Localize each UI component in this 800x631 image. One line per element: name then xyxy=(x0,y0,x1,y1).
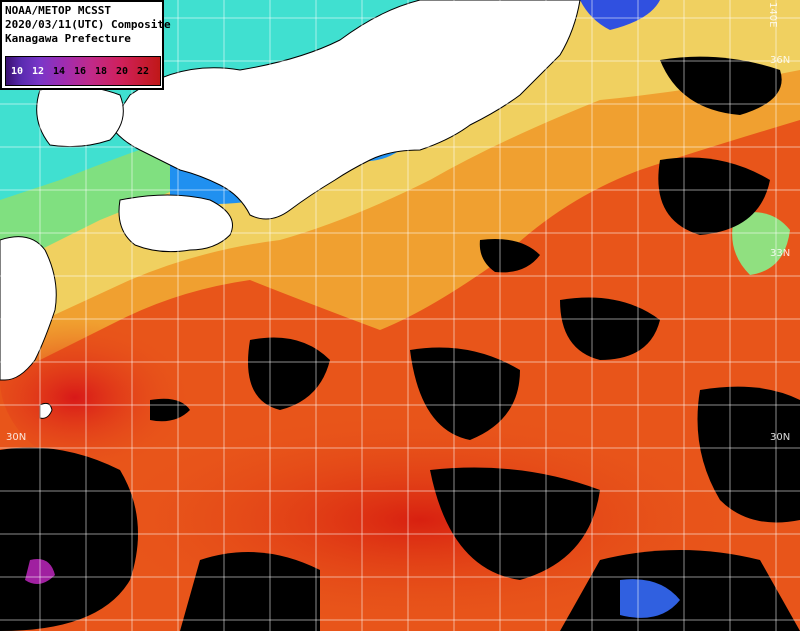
legend-tick-18: 18 xyxy=(95,66,108,77)
legend-tick-14: 14 xyxy=(53,66,66,77)
lon-label-140e: 140E xyxy=(767,2,778,28)
land-honshu xyxy=(109,0,581,220)
cold-water-zone-3 xyxy=(580,0,660,30)
cold-patch-south xyxy=(620,579,680,618)
temperature-color-scale: 10 12 14 16 18 20 22 xyxy=(5,56,161,86)
cloud-mask xyxy=(0,56,800,631)
lat-label-36n: 36N xyxy=(770,55,791,66)
legend-tick-16: 16 xyxy=(74,66,87,77)
lat-label-30n-east: 30N xyxy=(770,432,791,443)
map-info-panel: NOAA/METOP MCSST 2020/03/11(UTC) Composi… xyxy=(0,0,171,90)
region-label: Kanagawa Prefecture xyxy=(5,32,131,45)
lat-label-30n-west: 30N xyxy=(6,432,27,443)
date-label: 2020/03/11(UTC) Composite xyxy=(5,18,171,31)
lat-label-33n: 33N xyxy=(770,248,791,259)
land-islet xyxy=(39,402,53,419)
legend-tick-10: 10 xyxy=(11,66,24,77)
legend-tick-12: 12 xyxy=(32,66,45,77)
land-kyushu xyxy=(0,236,57,381)
legend-tick-22: 22 xyxy=(137,66,150,77)
product-title: NOAA/METOP MCSST xyxy=(5,4,111,17)
legend-tick-20: 20 xyxy=(116,66,129,77)
land-chugoku xyxy=(36,85,124,148)
land-shikoku xyxy=(118,194,233,253)
